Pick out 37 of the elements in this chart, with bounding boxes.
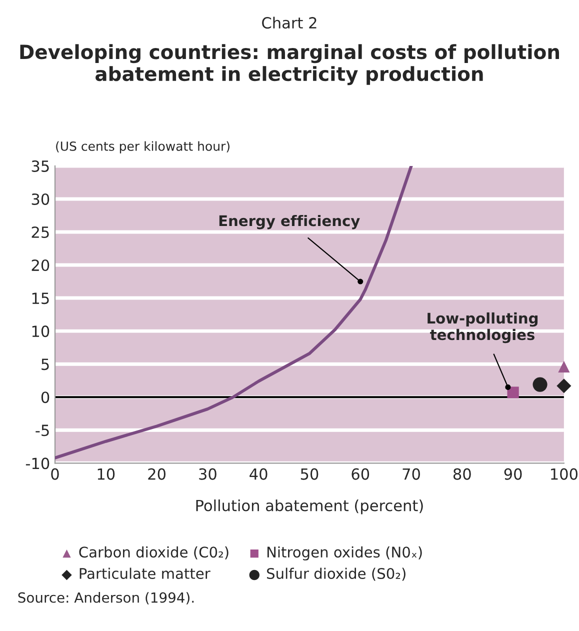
x-tick-label: 100 bbox=[551, 468, 578, 480]
y-axis-title: (US cents per kilowatt hour) bbox=[56, 141, 230, 154]
point bbox=[532, 377, 548, 392]
y-tick-label: -10 bbox=[26, 458, 50, 470]
x-tick-label: 10 bbox=[98, 468, 115, 480]
x-tick-label: 30 bbox=[199, 468, 216, 480]
x-tick-label: 50 bbox=[300, 468, 318, 480]
y-tick-label: 30 bbox=[32, 193, 50, 205]
point bbox=[558, 360, 570, 373]
y-tick-label: 20 bbox=[32, 259, 50, 272]
x-tick-label: 40 bbox=[250, 468, 268, 480]
source-note: Source: Anderson (1994). bbox=[18, 592, 194, 604]
annotation: Low-polluting technologies bbox=[428, 312, 538, 344]
y-tick-label: 0 bbox=[41, 392, 50, 404]
x-tick-label: 70 bbox=[402, 468, 420, 480]
point bbox=[507, 386, 519, 398]
annotation: Energy efficiency bbox=[219, 214, 360, 230]
x-tick-label: 0 bbox=[51, 468, 59, 480]
y-tick-label: 5 bbox=[42, 358, 49, 370]
x-axis-title: Pollution abatement (percent) bbox=[196, 499, 423, 514]
chart-title: Developing countries: marginal costs of pollution abatement in electricity production bbox=[20, 44, 559, 86]
legend-label: Particulate matter bbox=[80, 568, 210, 580]
line-series bbox=[55, 166, 413, 460]
x-tick-label: 60 bbox=[352, 468, 370, 480]
point bbox=[556, 378, 572, 394]
y-tick-label: 15 bbox=[32, 292, 49, 304]
x-tick-label: 90 bbox=[504, 468, 522, 480]
legend-label: Nitrogen oxides (N0ₓ) bbox=[267, 546, 422, 560]
x-tick-label: 80 bbox=[453, 468, 471, 480]
caption: Chart 2 bbox=[262, 16, 316, 29]
legend-label: Sulfur dioxide (S0₂) bbox=[267, 568, 406, 581]
y-tick-label: 35 bbox=[32, 160, 49, 172]
legend-label: Carbon dioxide (C0₂) bbox=[79, 546, 228, 560]
y-tick-label: -5 bbox=[36, 424, 49, 436]
y-tick-label: 10 bbox=[32, 326, 50, 338]
x-tick-label: 20 bbox=[148, 468, 166, 480]
y-tick-label: 25 bbox=[32, 226, 49, 238]
